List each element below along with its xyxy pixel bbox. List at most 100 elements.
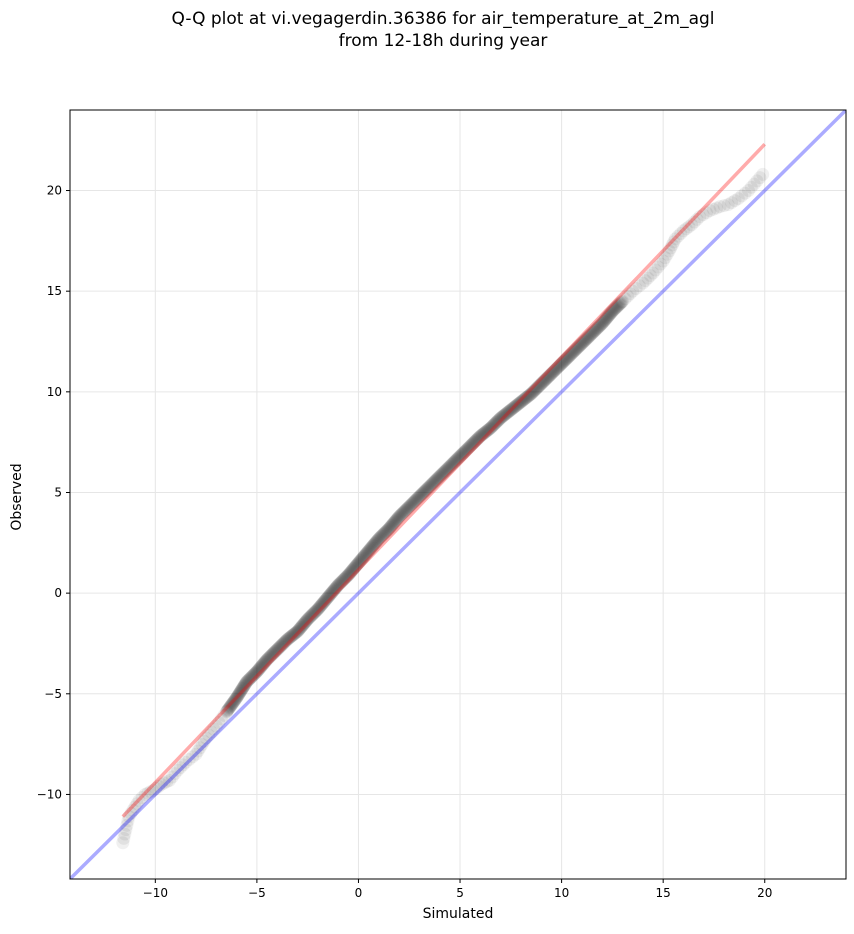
quantile-point	[595, 316, 609, 330]
quantile-point	[552, 359, 566, 373]
quantile-point	[420, 482, 434, 496]
quantile-point	[381, 522, 395, 536]
quantile-point	[608, 302, 622, 316]
quantile-point	[340, 569, 354, 583]
quantile-point	[338, 571, 352, 585]
quantile-point	[245, 669, 259, 683]
quantile-point	[286, 628, 300, 642]
title-line-1: Q-Q plot at vi.vegagerdin.36386 for air_…	[171, 9, 715, 29]
quantile-point	[209, 719, 223, 733]
quantile-point	[294, 620, 308, 634]
quantile-point	[457, 445, 471, 459]
quantile-point	[475, 428, 489, 442]
y-tick-label: 10	[47, 385, 62, 399]
quantile-point	[405, 496, 419, 510]
quantile-point	[544, 367, 558, 381]
quantile-point	[254, 660, 268, 674]
quantile-point	[591, 320, 605, 334]
quantile-point	[237, 679, 251, 693]
quantile-point	[275, 637, 289, 651]
quantile-point	[371, 533, 385, 547]
quantile-point	[486, 419, 500, 433]
quantile-point	[423, 479, 437, 493]
quantile-point	[281, 632, 295, 646]
quantile-point	[591, 321, 605, 335]
quantile-point	[403, 499, 417, 513]
quantile-point	[258, 655, 272, 669]
quantile-point	[433, 469, 447, 483]
quantile-point	[229, 692, 243, 706]
quantile-point	[690, 212, 704, 226]
quantile-point	[277, 636, 291, 650]
quantile-point	[334, 575, 348, 589]
quantile-point	[295, 619, 309, 633]
quantile-point	[442, 460, 456, 474]
quantile-point	[219, 705, 233, 719]
quantile-point	[515, 394, 529, 408]
quantile-point	[310, 604, 324, 618]
quantile-point	[614, 296, 628, 310]
quantile-point	[629, 281, 643, 295]
quantile-point	[368, 536, 382, 550]
quantile-point	[428, 474, 442, 488]
quantile-point	[247, 667, 261, 681]
quantile-point	[372, 531, 386, 545]
quantile-point	[367, 538, 381, 552]
quantile-point	[543, 368, 557, 382]
quantile-point	[301, 612, 315, 626]
quantile-point	[179, 755, 193, 769]
quantile-point	[327, 583, 341, 597]
quantile-point	[297, 616, 311, 630]
quantile-point	[227, 695, 241, 709]
quantile-point	[284, 629, 298, 643]
quantile-point	[364, 541, 378, 555]
quantile-point	[419, 483, 433, 497]
quantile-point	[427, 475, 441, 489]
quantile-point	[365, 540, 379, 554]
quantile-point	[514, 395, 528, 409]
quantile-point	[390, 512, 404, 526]
quantile-point	[341, 569, 355, 583]
quantile-point	[435, 467, 449, 481]
quantile-point	[721, 198, 735, 212]
quantile-point	[152, 779, 166, 793]
quantile-point	[372, 532, 386, 546]
quantile-point	[664, 241, 678, 255]
quantile-point	[449, 454, 463, 468]
quantile-point	[571, 340, 585, 354]
quantile-point	[298, 615, 312, 629]
quantile-point	[303, 610, 317, 624]
quantile-point	[263, 650, 277, 664]
quantile-point	[509, 399, 523, 413]
quantile-point	[366, 538, 380, 552]
quantile-point	[186, 750, 200, 764]
quantile-point	[220, 704, 234, 718]
quantile-point	[539, 372, 553, 386]
quantile-point	[472, 430, 486, 444]
quantile-point	[416, 486, 430, 500]
quantile-point	[332, 577, 346, 591]
quantile-point	[700, 206, 714, 220]
quantile-point	[277, 636, 291, 650]
quantile-point	[259, 654, 273, 668]
quantile-point	[404, 498, 418, 512]
quantile-point	[498, 408, 512, 422]
quantile-point	[465, 437, 479, 451]
quantile-point	[189, 747, 203, 761]
quantile-point	[282, 631, 296, 645]
quantile-point	[241, 673, 255, 687]
quantile-point	[523, 388, 537, 402]
quantile-point	[132, 793, 146, 807]
x-tick-label: 10	[554, 886, 569, 900]
quantile-point	[604, 306, 618, 320]
quantile-point	[522, 388, 536, 402]
quantile-point	[214, 712, 228, 726]
quantile-point	[593, 319, 607, 333]
quantile-point	[662, 244, 676, 258]
quantile-point	[551, 360, 565, 374]
quantile-point	[409, 493, 423, 507]
quantile-point	[492, 412, 506, 426]
quantile-point	[379, 524, 393, 538]
quantile-point	[532, 379, 546, 393]
quantile-point	[750, 174, 764, 188]
